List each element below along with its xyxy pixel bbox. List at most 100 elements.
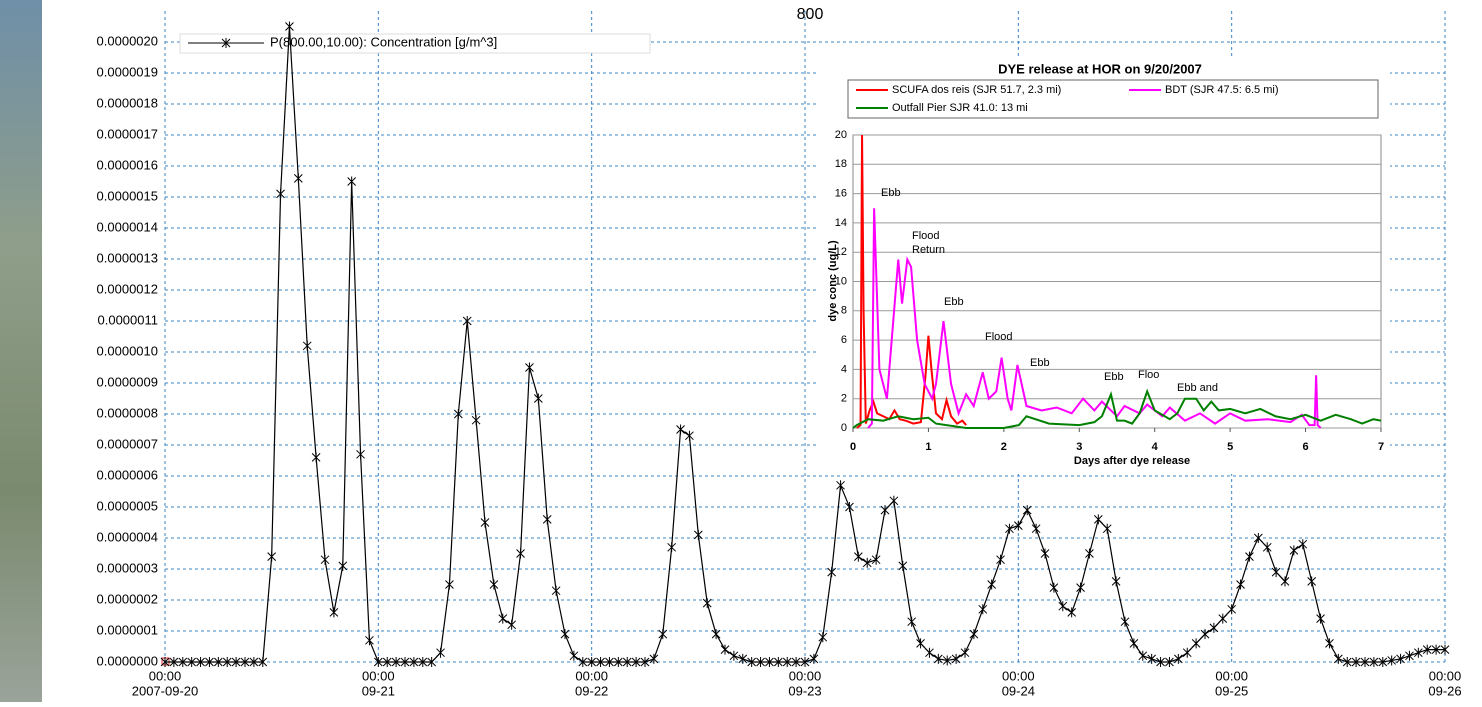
series-marker — [738, 653, 748, 664]
series-marker — [551, 585, 561, 596]
series-marker — [249, 657, 259, 667]
series-marker — [702, 598, 712, 609]
series-marker — [631, 657, 641, 667]
x-tick-label: 2 — [1001, 441, 1007, 453]
series-marker — [1173, 653, 1183, 664]
series-marker — [987, 579, 997, 590]
y-tick-label: 0.0000018 — [97, 95, 158, 110]
x-tick-label: 00:00 — [1215, 668, 1248, 683]
x-tick-label: 00:00 — [149, 668, 182, 683]
series-marker — [1013, 520, 1023, 531]
series-marker — [1333, 653, 1343, 664]
series-marker — [951, 653, 961, 664]
series-marker — [605, 657, 614, 667]
series-marker — [196, 657, 205, 667]
series-marker — [960, 647, 970, 658]
y-tick-label: 10 — [835, 275, 847, 287]
y-tick-label: 0.0000016 — [97, 157, 158, 172]
annotation: Ebb — [944, 296, 964, 308]
series-marker — [880, 505, 890, 516]
series-marker — [862, 557, 872, 568]
series-marker — [391, 657, 401, 667]
series-marker — [1102, 523, 1112, 534]
series-marker — [1351, 657, 1361, 667]
series-marker — [782, 657, 792, 667]
series-marker — [809, 653, 819, 664]
series-marker — [1058, 601, 1068, 612]
y-tick-label: 2 — [841, 393, 847, 405]
x-tick-label: 4 — [1152, 441, 1159, 453]
series-marker — [1209, 622, 1219, 633]
series-marker — [1245, 551, 1254, 562]
series-marker — [933, 653, 943, 664]
series-marker — [1422, 644, 1432, 655]
series-marker — [1005, 523, 1014, 534]
series-marker — [747, 657, 757, 667]
series-marker — [942, 655, 952, 666]
series-marker — [1253, 533, 1263, 543]
chart-1: DYE release at HOR on 9/20/2007024681012… — [818, 56, 1390, 474]
y-tick-label: 8 — [841, 305, 847, 317]
series-marker — [1405, 650, 1414, 661]
y-axis-label: dye conc (ug/L) — [827, 240, 839, 322]
y-tick-label: 16 — [835, 188, 847, 200]
series-marker — [320, 554, 330, 565]
series-marker — [1067, 607, 1077, 618]
series-marker — [453, 409, 463, 419]
series-marker — [1165, 657, 1174, 667]
series-line — [856, 134, 967, 429]
series-marker — [276, 188, 285, 199]
legend-label: SCUFA dos reis (SJR 51.7, 2.3 mi) — [892, 84, 1061, 96]
series-marker — [916, 638, 925, 649]
series-marker — [791, 657, 801, 667]
series-marker — [427, 657, 437, 667]
x-tick-label: 00:00 — [575, 668, 608, 683]
legend-marker — [221, 38, 231, 48]
series-marker — [711, 629, 721, 640]
series-marker — [480, 517, 490, 528]
series-marker — [1378, 657, 1388, 667]
x-tick-label: 0 — [850, 441, 856, 453]
series-marker — [1387, 655, 1397, 666]
y-tick-label: 0.0000002 — [97, 591, 158, 606]
x-tick-label: 00:00 — [1429, 668, 1462, 683]
series-marker — [1325, 638, 1334, 649]
series-marker — [1280, 576, 1290, 587]
series-marker — [311, 452, 321, 463]
series-marker — [925, 647, 934, 658]
series-marker — [231, 657, 241, 667]
series-marker — [160, 657, 170, 667]
series-marker — [765, 657, 774, 667]
y-tick-label: 0.0000019 — [97, 64, 158, 79]
series-marker — [1120, 616, 1130, 627]
legend-label: P(800.00,10.00): Concentration [g/m^3] — [270, 34, 497, 49]
y-tick-label: 0.0000015 — [97, 188, 158, 203]
series-marker — [1085, 548, 1094, 559]
legend-label: BDT (SJR 47.5: 6.5 mi) — [1165, 84, 1279, 96]
series-marker — [1431, 644, 1441, 655]
series-marker — [1191, 638, 1201, 649]
series-marker — [205, 657, 214, 667]
series-marker — [400, 657, 410, 667]
series-line — [852, 388, 1382, 429]
series-marker — [871, 554, 881, 565]
series-marker — [898, 560, 908, 571]
series-marker — [1298, 539, 1308, 550]
inset-title: DYE release at HOR on 9/20/2007 — [998, 61, 1202, 76]
series-marker — [596, 657, 605, 667]
series-marker — [1182, 647, 1192, 658]
series-marker — [302, 340, 312, 351]
annotation: Flood — [912, 230, 940, 242]
x-tick-label: 09-21 — [362, 683, 395, 698]
y-tick-label: 0.0000010 — [97, 343, 158, 358]
series-marker — [1262, 542, 1272, 553]
series-marker — [1440, 644, 1450, 655]
series-marker — [507, 619, 517, 630]
series-marker — [1271, 567, 1281, 578]
x-tick-label: 09-22 — [575, 683, 608, 698]
chart-title: 800 — [797, 6, 824, 23]
series-marker — [978, 604, 988, 615]
series-marker — [1093, 514, 1103, 525]
y-tick-label: 18 — [835, 158, 847, 170]
